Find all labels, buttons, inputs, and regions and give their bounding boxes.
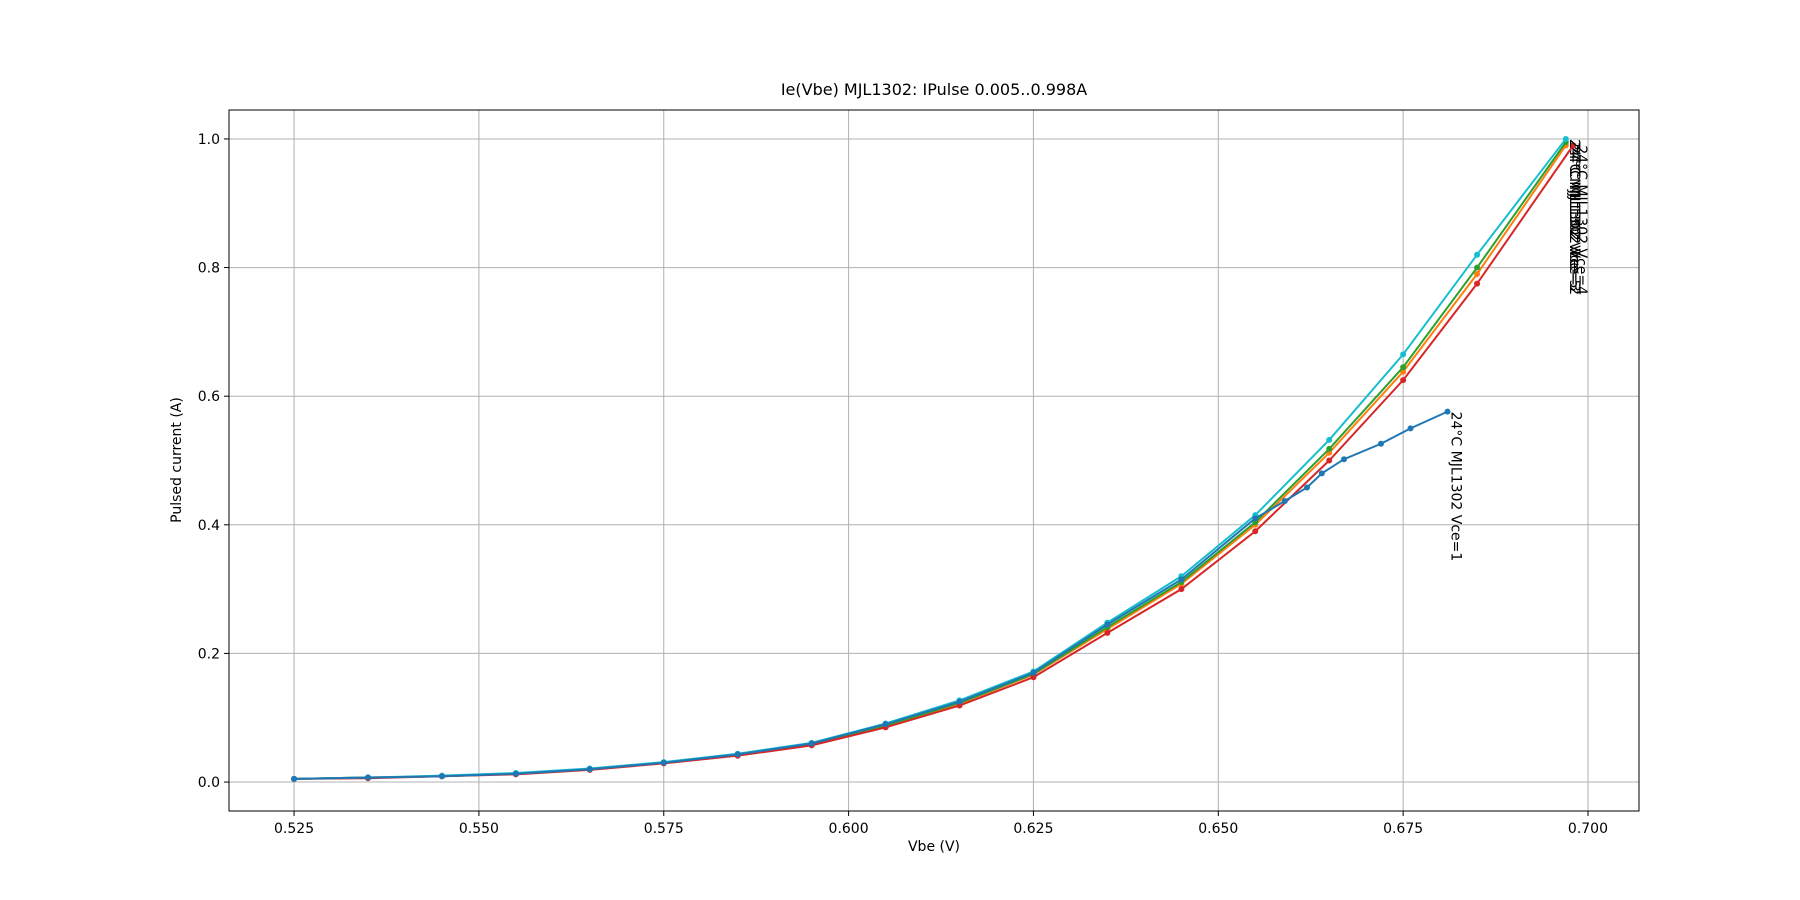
series-label: 24°C MJL1302 Vce=3 <box>1566 142 1582 292</box>
y-tick-label: 0.6 <box>198 389 220 405</box>
data-point <box>1407 425 1414 432</box>
y-tick-label: 1.0 <box>198 132 220 148</box>
x-tick-label: 0.525 <box>274 821 314 837</box>
x-tick-label: 0.575 <box>644 821 684 837</box>
y-tick-label: 0.0 <box>198 775 220 791</box>
data-point <box>956 698 963 705</box>
data-point <box>1570 142 1577 149</box>
x-tick-label: 0.625 <box>1013 821 1053 837</box>
data-point <box>1474 251 1481 258</box>
data-point <box>512 770 519 777</box>
series-label: 24°C MJL1302 Vce=2 <box>1566 145 1582 295</box>
series-label: 24°C MJL1302 Vce=1 <box>1448 412 1464 562</box>
data-point <box>808 740 815 747</box>
x-tick-label: 0.550 <box>459 821 499 837</box>
data-point <box>1444 408 1451 415</box>
x-tick-label: 0.600 <box>829 821 869 837</box>
data-point <box>1400 351 1407 358</box>
data-point <box>1326 445 1333 452</box>
data-point <box>1318 470 1325 477</box>
x-tick-label: 0.700 <box>1568 821 1608 837</box>
series-label: 24°C MJL1302 Vce=5 <box>1566 139 1582 289</box>
series-label: 24°C MJL1302 Vce=4 <box>1573 145 1589 295</box>
data-point <box>438 773 445 780</box>
x-tick-label: 0.650 <box>1198 821 1238 837</box>
data-point <box>291 775 298 782</box>
data-point <box>660 759 667 766</box>
data-point <box>1030 669 1037 676</box>
data-point <box>1178 586 1185 593</box>
data-point <box>1252 528 1259 535</box>
data-point <box>1104 621 1111 628</box>
data-point <box>1562 135 1569 142</box>
data-point <box>1326 436 1333 443</box>
data-point <box>1178 576 1185 583</box>
chart-title: Ie(Vbe) MJL1302: IPulse 0.005..0.998A <box>781 80 1087 99</box>
data-point <box>1400 364 1407 371</box>
y-tick-label: 0.2 <box>198 646 220 662</box>
data-point <box>1104 629 1111 636</box>
data-point <box>1326 457 1333 464</box>
data-point <box>365 774 372 781</box>
data-point <box>734 751 741 758</box>
y-tick-label: 0.8 <box>198 261 220 277</box>
y-tick-label: 0.4 <box>198 518 220 534</box>
y-axis-label: Pulsed current (A) <box>169 397 185 523</box>
data-point <box>586 766 593 773</box>
data-point <box>882 721 889 728</box>
data-point <box>1304 484 1311 491</box>
data-point <box>1377 440 1384 447</box>
plot-frame <box>228 109 1640 812</box>
data-point <box>1400 377 1407 384</box>
x-axis-label: Vbe (V) <box>908 839 960 855</box>
x-tick-label: 0.675 <box>1383 821 1423 837</box>
data-point <box>1474 280 1481 287</box>
data-point <box>1474 264 1481 271</box>
data-point <box>1340 456 1347 463</box>
data-point <box>1252 515 1259 522</box>
data-point <box>1474 270 1481 277</box>
data-point <box>1030 674 1037 681</box>
data-point <box>1281 498 1288 505</box>
